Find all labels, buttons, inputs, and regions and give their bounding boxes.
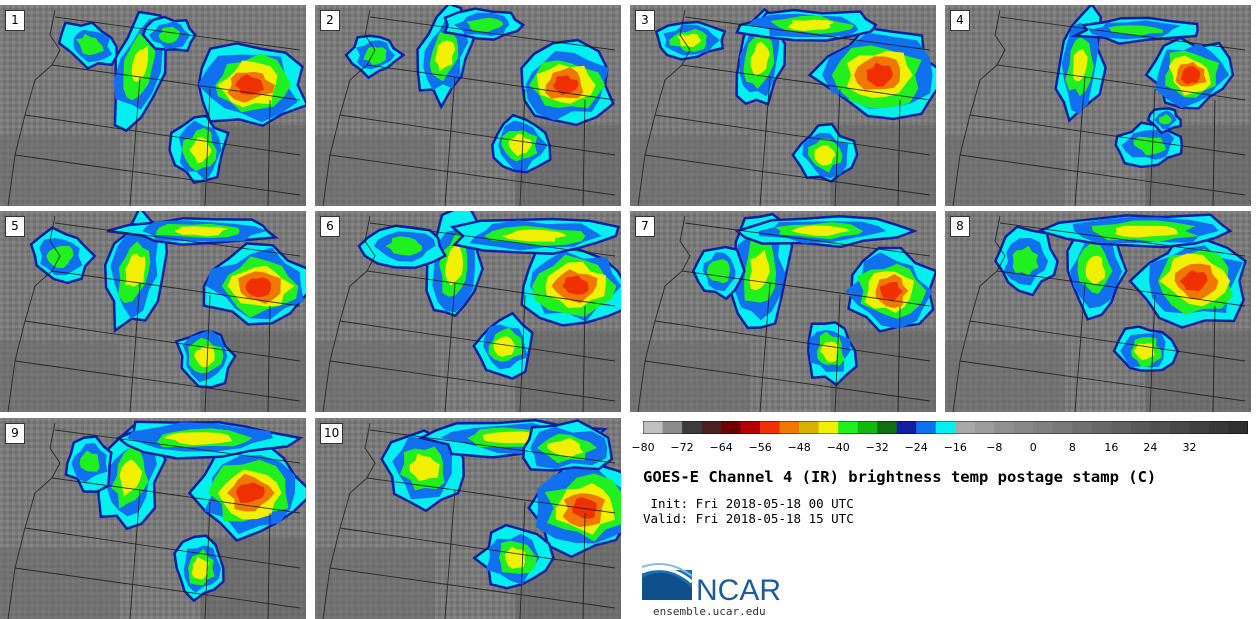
colorbar-segment bbox=[857, 421, 878, 434]
colorbar-tick-label: −8 bbox=[986, 441, 1003, 454]
forecast-panel-8: 8 bbox=[945, 211, 1251, 412]
init-time: Init: Fri 2018-05-18 00 UTC bbox=[643, 496, 854, 511]
panel-number-label: 5 bbox=[5, 216, 25, 237]
colorbar-segment bbox=[1052, 421, 1073, 434]
colorbar-segment bbox=[662, 421, 683, 434]
figure-title: GOES-E Channel 4 (IR) brightness temp po… bbox=[643, 468, 1157, 486]
colorbar-segment bbox=[1091, 421, 1112, 434]
panel-number-label: 7 bbox=[635, 216, 655, 237]
colorbar-tick-label: −40 bbox=[826, 441, 850, 454]
colorbar-segment bbox=[838, 421, 858, 434]
satellite-image bbox=[0, 211, 306, 412]
colorbar-segment bbox=[1189, 421, 1210, 434]
colorbar-segment bbox=[916, 421, 937, 434]
colorbar-segment bbox=[1169, 421, 1190, 434]
satellite-image bbox=[315, 418, 621, 619]
temperature-colorbar bbox=[643, 421, 1248, 434]
logo-wordmark: NCAR bbox=[696, 574, 781, 607]
colorbar-segment bbox=[1130, 421, 1151, 434]
colorbar-segment bbox=[1013, 421, 1034, 434]
forecast-panel-10: 10 bbox=[315, 418, 621, 619]
colorbar-tick-label: 16 bbox=[1104, 441, 1119, 454]
forecast-panel-6: 6 bbox=[315, 211, 621, 412]
satellite-image bbox=[0, 5, 306, 206]
forecast-panel-5: 5 bbox=[0, 211, 306, 412]
panel-number-label: 1 bbox=[5, 10, 25, 31]
colorbar-tick-label: −32 bbox=[865, 441, 889, 454]
colorbar-segment bbox=[818, 421, 839, 434]
colorbar-segment bbox=[1228, 421, 1248, 434]
satellite-image bbox=[945, 211, 1251, 412]
colorbar-segment bbox=[682, 421, 702, 434]
forecast-panel-9: 9 bbox=[0, 418, 306, 619]
colorbar-tick-label: 8 bbox=[1068, 441, 1076, 454]
forecast-panel-4: 4 bbox=[945, 5, 1251, 206]
colorbar-segment bbox=[1072, 421, 1093, 434]
satellite-image bbox=[630, 211, 936, 412]
colorbar-tick-label: −56 bbox=[748, 441, 772, 454]
panel-number-label: 4 bbox=[950, 10, 970, 31]
colorbar-tick-label: −24 bbox=[904, 441, 928, 454]
colorbar-tick-label: 24 bbox=[1143, 441, 1158, 454]
colorbar-segment bbox=[1033, 421, 1054, 434]
forecast-panel-1: 1 bbox=[0, 5, 306, 206]
panel-number-label: 8 bbox=[950, 216, 970, 237]
colorbar-segment bbox=[974, 421, 995, 434]
colorbar-tick-label: 0 bbox=[1029, 441, 1037, 454]
satellite-image bbox=[315, 211, 621, 412]
colorbar-tick-label: −16 bbox=[943, 441, 967, 454]
colorbar-segment bbox=[799, 421, 819, 434]
satellite-image bbox=[630, 5, 936, 206]
valid-time: Valid: Fri 2018-05-18 15 UTC bbox=[643, 511, 854, 526]
panel-number-label: 9 bbox=[5, 423, 25, 444]
colorbar-segment bbox=[740, 421, 761, 434]
satellite-image bbox=[315, 5, 621, 206]
colorbar-tick-label: 32 bbox=[1182, 441, 1197, 454]
colorbar-segment bbox=[1150, 421, 1171, 434]
colorbar-segment bbox=[935, 421, 956, 434]
colorbar-segment bbox=[1208, 421, 1229, 434]
panel-number-label: 10 bbox=[320, 423, 344, 444]
colorbar-segment bbox=[643, 421, 663, 434]
colorbar-segment bbox=[955, 421, 976, 434]
panel-number-label: 6 bbox=[320, 216, 340, 237]
forecast-panel-2: 2 bbox=[315, 5, 621, 206]
panel-number-label: 3 bbox=[635, 10, 655, 31]
colorbar-segment bbox=[760, 421, 780, 434]
panel-number-label: 2 bbox=[320, 10, 340, 31]
satellite-image bbox=[945, 5, 1251, 206]
forecast-panel-3: 3 bbox=[630, 5, 936, 206]
colorbar-tick-label: −72 bbox=[670, 441, 694, 454]
colorbar-segment bbox=[721, 421, 741, 434]
colorbar-tick-label: −80 bbox=[631, 441, 655, 454]
ncar-logo: NCAR bbox=[642, 563, 781, 607]
colorbar-tick-label: −64 bbox=[709, 441, 733, 454]
colorbar-segment bbox=[1111, 421, 1132, 434]
colorbar-segment bbox=[779, 421, 800, 434]
colorbar-segment bbox=[701, 421, 722, 434]
forecast-panel-7: 7 bbox=[630, 211, 936, 412]
colorbar-segment bbox=[994, 421, 1015, 434]
logo-url: ensemble.ucar.edu bbox=[653, 605, 766, 618]
colorbar-segment bbox=[877, 421, 898, 434]
satellite-image bbox=[0, 418, 306, 619]
colorbar-segment bbox=[896, 421, 917, 434]
colorbar-tick-label: −48 bbox=[787, 441, 811, 454]
